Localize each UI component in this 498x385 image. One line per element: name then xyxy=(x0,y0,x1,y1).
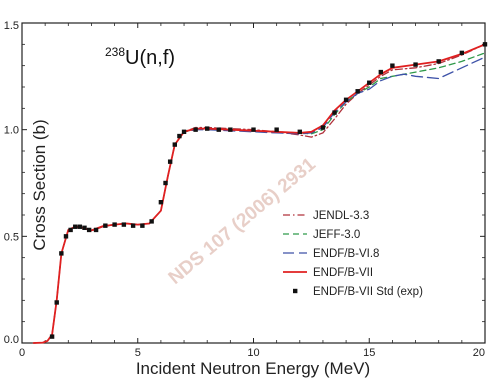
y-tick-label: 1.0 xyxy=(4,125,19,137)
data-point-endf-b-vii-std-exp xyxy=(77,224,83,229)
data-point-endf-b-vii-std-exp xyxy=(251,127,256,132)
data-point-endf-b-vii-std-exp xyxy=(228,127,233,132)
data-point-endf-b-vii-std-exp xyxy=(205,126,210,131)
data-point-endf-b-vii-std-exp xyxy=(390,63,395,68)
data-point-endf-b-vii-std-exp xyxy=(82,225,87,230)
legend-marker-endf-b-vii-std-exp xyxy=(293,288,298,294)
series-layer xyxy=(32,42,488,344)
data-point-endf-b-vii-std-exp xyxy=(68,227,73,233)
data-point-endf-b-vii-std-exp xyxy=(343,97,349,102)
data-point-endf-b-vii-std-exp xyxy=(140,223,145,228)
x-ticks: 0 5 10 15 20 xyxy=(19,23,486,359)
legend-label-jeff-3-0: JEFF-3.0 xyxy=(313,229,360,241)
data-point-endf-b-vii-std-exp xyxy=(149,219,154,224)
data-point-endf-b-vii-std-exp xyxy=(320,125,326,130)
data-point-endf-b-vii-std-exp xyxy=(59,251,64,256)
data-point-endf-b-vii-std-exp xyxy=(177,133,182,139)
data-point-endf-b-vii-std-exp xyxy=(86,227,92,233)
x-axis-title: Incident Neutron Energy (MeV) xyxy=(136,359,370,378)
legend-label-endf-b-vii: ENDF/B-VII xyxy=(313,267,373,279)
data-point-endf-b-vii-std-exp xyxy=(158,200,164,205)
legend-label-jendl-3-3: JENDL-3.3 xyxy=(313,210,369,222)
data-point-endf-b-vii-std-exp xyxy=(297,129,302,134)
y-ticks: 0.0 0.5 1.0 1.5 xyxy=(4,20,485,346)
y-tick-label: 0.0 xyxy=(4,334,19,346)
data-point-endf-b-vii-std-exp xyxy=(274,127,279,132)
data-point-endf-b-vii-std-exp xyxy=(459,50,465,56)
x-tick-label: 10 xyxy=(247,347,259,359)
y-tick-label: 0.5 xyxy=(4,231,19,243)
data-point-endf-b-vii-std-exp xyxy=(378,69,384,75)
data-point-endf-b-vii-std-exp xyxy=(413,62,418,67)
data-point-endf-b-vii-std-exp xyxy=(167,159,173,164)
x-tick-label: 5 xyxy=(135,347,141,359)
data-point-endf-b-vii-std-exp xyxy=(332,110,337,115)
annotation-text: U(n,f) xyxy=(125,47,175,69)
data-point-endf-b-vii-std-exp xyxy=(193,127,198,132)
x-tick-label: 0 xyxy=(19,347,25,359)
data-point-endf-b-vii-std-exp xyxy=(172,142,177,147)
x-tick-label: 20 xyxy=(473,347,485,359)
data-point-endf-b-vii-std-exp xyxy=(216,127,221,132)
data-point-endf-b-vii-std-exp xyxy=(181,129,187,134)
data-point-endf-b-vii-std-exp xyxy=(163,180,168,186)
data-point-endf-b-vii-std-exp xyxy=(130,223,136,228)
data-point-endf-b-vii-std-exp xyxy=(49,334,55,339)
legend: JENDL-3.3 JEFF-3.0 ENDF/B-VI.8 ENDF/B-VII EN… xyxy=(283,210,423,298)
data-point-endf-b-vii-std-exp xyxy=(103,223,108,228)
data-point-endf-b-vii-std-exp xyxy=(367,80,372,85)
data-point-endf-b-vii-std-exp xyxy=(436,59,441,64)
x-tick-label: 15 xyxy=(363,347,375,359)
y-axis-title: Cross Section (b) xyxy=(30,119,49,250)
data-point-endf-b-vii-std-exp xyxy=(112,222,117,227)
annotation-superscript: 238 xyxy=(105,45,125,59)
annotation-reaction: 238U(n,f) xyxy=(105,45,175,69)
data-point-endf-b-vii-std-exp xyxy=(93,227,99,233)
data-point-endf-b-vii-std-exp xyxy=(73,224,78,229)
data-point-endf-b-vii-std-exp xyxy=(482,42,488,47)
y-tick-label: 1.5 xyxy=(4,20,19,32)
data-point-endf-b-vii-std-exp xyxy=(121,222,127,227)
legend-label-endf-b-vi-8: ENDF/B-VI.8 xyxy=(313,248,379,260)
data-point-endf-b-vii-std-exp xyxy=(355,89,360,94)
data-point-endf-b-vii-std-exp xyxy=(63,234,69,239)
data-point-endf-b-vii-std-exp xyxy=(54,300,59,305)
legend-label-endf-b-vii-std-exp: ENDF/B-VII Std (exp) xyxy=(313,286,423,298)
